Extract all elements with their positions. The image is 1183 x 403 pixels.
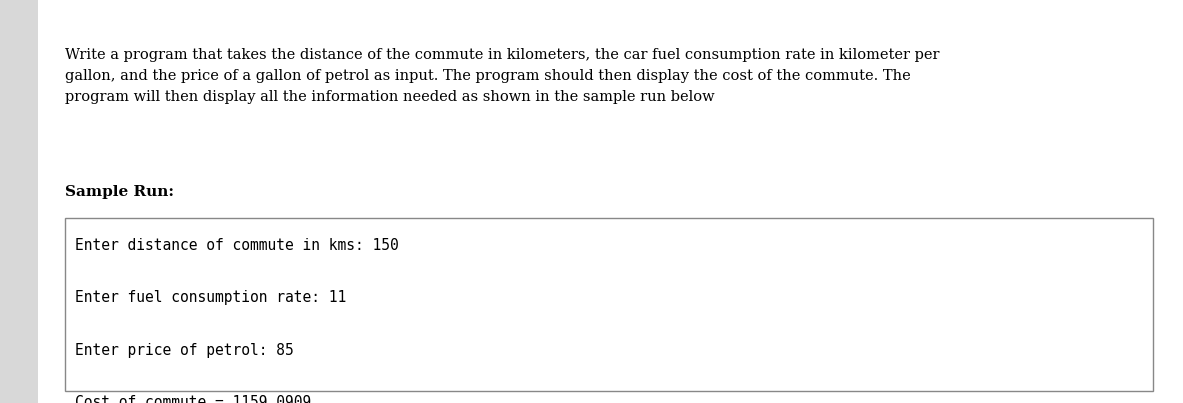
Text: Sample Run:: Sample Run: (65, 185, 174, 199)
FancyBboxPatch shape (0, 0, 38, 403)
Text: Write a program that takes the distance of the commute in kilometers, the car fu: Write a program that takes the distance … (65, 48, 939, 104)
FancyBboxPatch shape (65, 218, 1153, 391)
Text: Enter fuel consumption rate: 11: Enter fuel consumption rate: 11 (75, 290, 345, 305)
Text: Enter price of petrol: 85: Enter price of petrol: 85 (75, 343, 293, 357)
Text: Enter distance of commute in kms: 150: Enter distance of commute in kms: 150 (75, 238, 399, 253)
Text: Cost of commute = 1159.0909: Cost of commute = 1159.0909 (75, 395, 311, 403)
